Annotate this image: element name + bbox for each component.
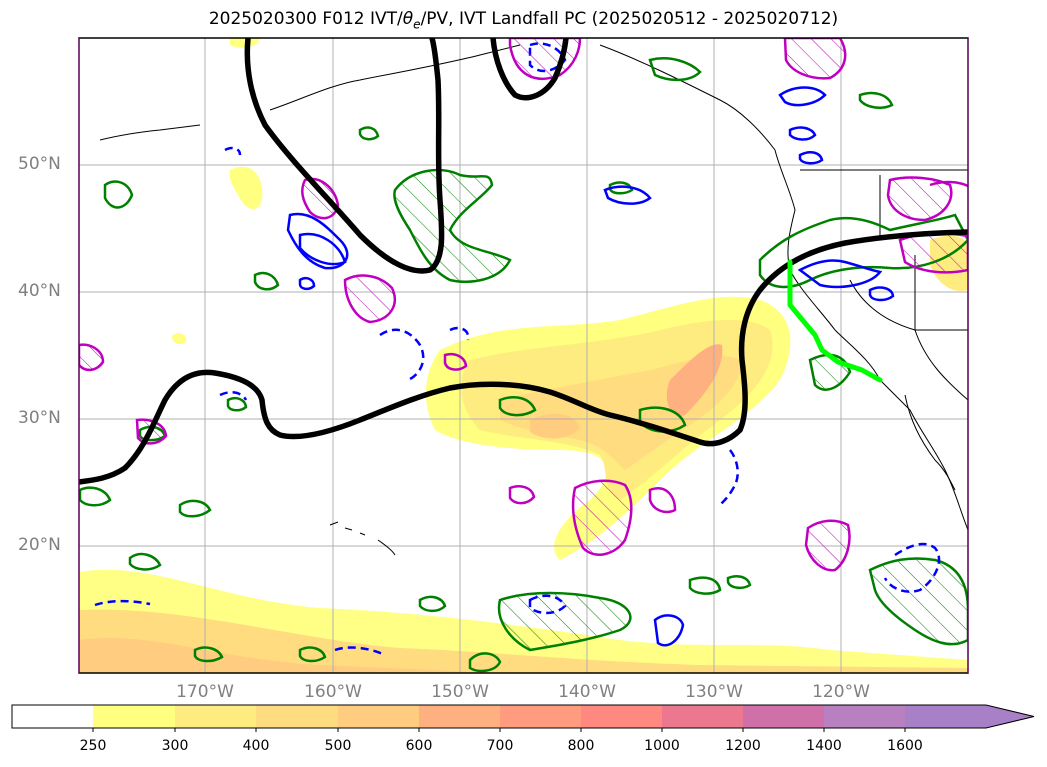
coastlines (99, 44, 968, 556)
colorbar-tick-label: 250 (79, 738, 107, 754)
lon-label-120w: 120°W (812, 682, 870, 702)
graticule (79, 38, 968, 673)
lat-label-50n: 50°N (18, 154, 61, 174)
lon-label-150w: 150°W (431, 682, 489, 702)
lon-label-140w: 140°W (558, 682, 616, 702)
map-title: 2025020300 F012 IVT/θe/PV, IVT Landfall … (208, 9, 839, 32)
theta-negative-dashed (94, 42, 941, 657)
colorbar-tick-label: 1400 (806, 738, 842, 754)
lat-label-30n: 30°N (18, 408, 61, 428)
colorbar-tick-label: 500 (324, 738, 352, 754)
landfall-line (787, 259, 883, 383)
colorbar-tick-label: 800 (567, 738, 595, 754)
lat-label-40n: 40°N (18, 281, 61, 301)
pv-anomaly-contours (79, 38, 968, 572)
colorbar-tick-label: 1000 (644, 738, 680, 754)
pv-contour-2pvu (79, 38, 968, 485)
colorbar-tick-label: 300 (161, 738, 189, 754)
colorbar-tick-label: 700 (486, 738, 514, 754)
lat-label-20n: 20°N (18, 535, 61, 555)
lon-label-160w: 160°W (304, 682, 362, 702)
colorbar-tick-label: 400 (242, 738, 270, 754)
colorbar-tick-label: 1200 (725, 738, 761, 754)
lon-label-130w: 130°W (685, 682, 743, 702)
theta-positive-contours (79, 57, 968, 673)
lon-label-170w: 170°W (176, 682, 234, 702)
colorbar-tick-label: 1600 (887, 738, 923, 754)
colorbar (11, 704, 1035, 732)
theta-negative-contours (286, 86, 895, 647)
colorbar-tick-label: 600 (405, 738, 433, 754)
